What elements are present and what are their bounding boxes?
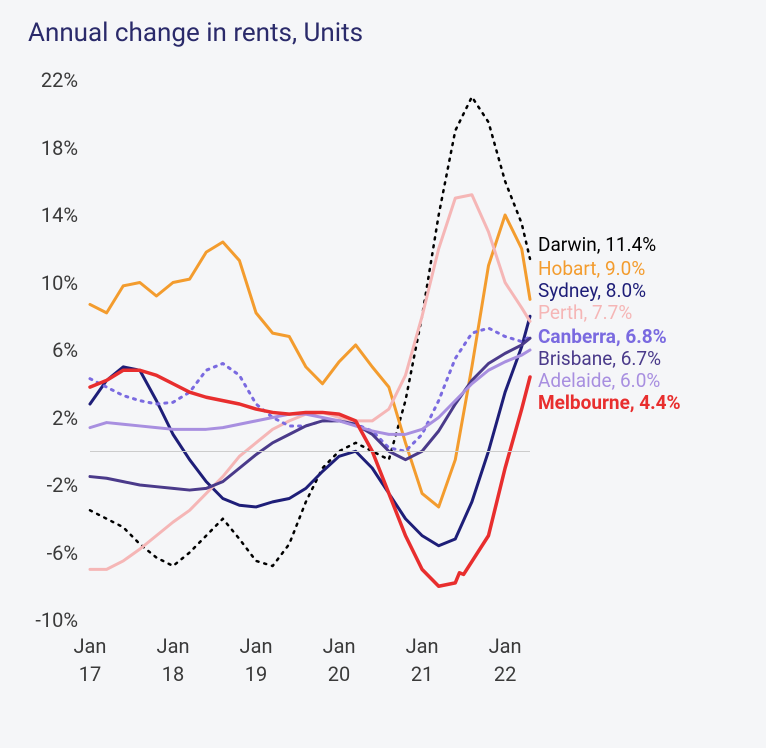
series-label-melbourne: Melbourne, 4.4% <box>538 393 681 412</box>
series-label-darwin: Darwin, 11.4% <box>538 235 656 254</box>
series-label-canberra: Canberra, 6.8% <box>538 327 667 346</box>
y-tick-label: 6% <box>52 338 78 362</box>
x-tick-label: Jan22 <box>489 632 522 688</box>
series-line-adelaide <box>90 350 530 434</box>
series-line-hobart <box>90 215 530 507</box>
plot-area: -10%-6%-2%2%6%10%14%18%22%Jan17Jan18Jan1… <box>90 80 530 620</box>
series-line-sydney <box>90 316 530 546</box>
series-label-hobart: Hobart, 9.0% <box>538 259 645 278</box>
y-tick-label: 14% <box>41 203 78 227</box>
x-tick-label: Jan21 <box>406 632 439 688</box>
y-tick-label: 18% <box>41 136 78 160</box>
series-line-perth <box>90 195 530 570</box>
series-line-darwin <box>90 97 530 566</box>
chart-title: Annual change in rents, Units <box>28 18 363 48</box>
y-tick-label: 22% <box>41 68 78 92</box>
gridline-zero <box>90 451 530 452</box>
y-tick-label: 2% <box>52 406 78 430</box>
series-label-brisbane: Brisbane, 6.7% <box>538 349 661 368</box>
chart-lines <box>90 80 530 620</box>
series-label-adelaide: Adelaide, 6.0% <box>538 371 660 390</box>
series-label-sydney: Sydney, 8.0% <box>538 281 646 300</box>
x-tick-label: Jan20 <box>323 632 356 688</box>
x-tick-label: Jan17 <box>74 632 107 688</box>
chart-container: Annual change in rents, Units -10%-6%-2%… <box>0 0 766 748</box>
y-tick-label: 10% <box>41 271 78 295</box>
y-tick-label: -10% <box>35 608 78 632</box>
y-tick-label: -6% <box>47 541 78 565</box>
x-tick-label: Jan18 <box>157 632 190 688</box>
series-label-perth: Perth, 7.7% <box>538 303 632 322</box>
y-tick-label: -2% <box>47 473 78 497</box>
x-tick-label: Jan19 <box>240 632 273 688</box>
